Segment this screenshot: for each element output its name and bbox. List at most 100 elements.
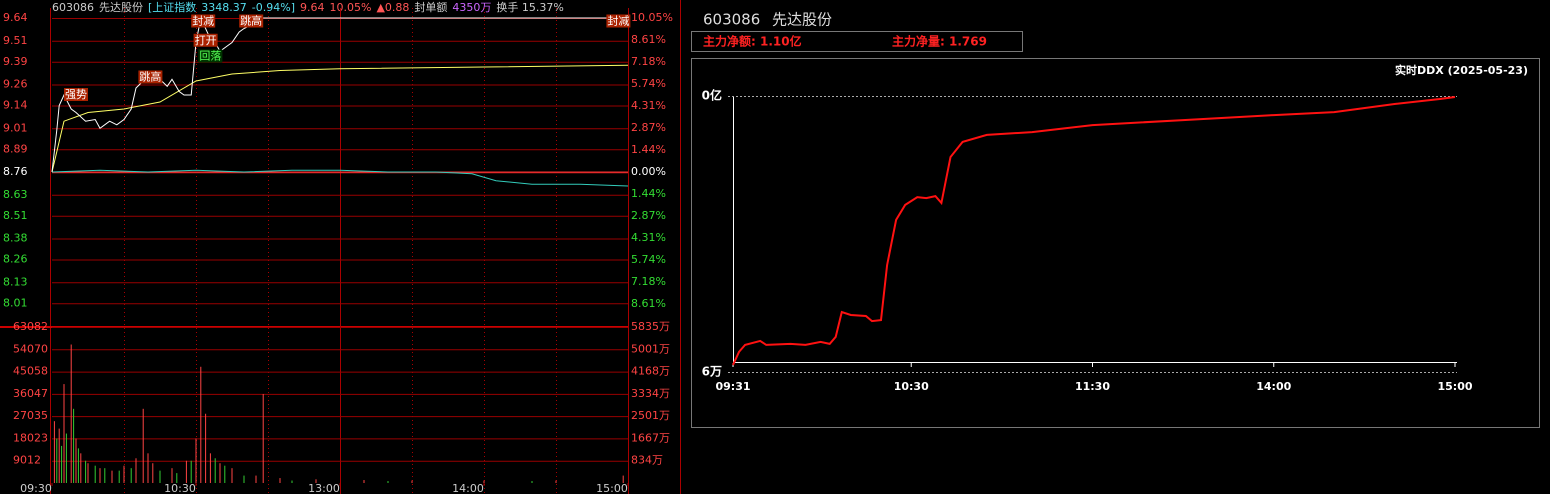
volume-bar (85, 460, 87, 483)
y2-tick-label: 0.00% (631, 165, 666, 178)
volume-bar (231, 468, 233, 483)
header: 603086 先达股份 [上证指数 3348.37 -0.94%] 9.64 10.05% ▲… (52, 0, 564, 14)
volume-bar (80, 453, 82, 483)
volume-bar (63, 384, 65, 483)
ddx-x-tick-label: 11:30 (1075, 380, 1110, 393)
volume-bar (61, 445, 63, 483)
annotation: 封减 (192, 14, 214, 28)
volume-bar (279, 478, 281, 483)
vol-y2-tick-label: 2501万 (631, 409, 670, 422)
vol-y2-tick-label: 5001万 (631, 342, 670, 355)
annotation-box (606, 14, 631, 28)
volume-bar (147, 453, 149, 483)
vol-y2-tick-label: 4168万 (631, 365, 670, 378)
y2-tick-label: 2.87% (631, 209, 666, 222)
volume-bar (104, 468, 106, 483)
stats-box (691, 31, 1023, 52)
stock-code: 603086 (703, 11, 760, 29)
volume-bar (219, 463, 221, 483)
ddx-x-tick-label: 14:00 (1256, 380, 1291, 393)
volume-bar (555, 480, 557, 483)
volume-bar (195, 438, 197, 483)
volume-bar (87, 463, 89, 483)
header-item: -0.94%] (252, 1, 295, 14)
y-tick-label: 8.26 (3, 253, 28, 266)
annotation: 封减 (607, 14, 629, 28)
volume-bar (159, 470, 161, 483)
y-tick-label: 9.26 (3, 78, 28, 91)
annotation-box (138, 70, 163, 84)
annotation-box (191, 14, 216, 28)
volume-bar (214, 458, 216, 483)
header-item: 3348.37 (201, 1, 247, 14)
header-item: 4350万 (452, 1, 491, 14)
volume-bar (190, 460, 192, 483)
volume-bar (243, 475, 245, 483)
vol-tick-label: 45058 (13, 365, 48, 378)
y2-tick-label: 4.31% (631, 99, 666, 112)
x-tick-label: 15:00 (596, 482, 628, 494)
ddx-x-tick-label: 15:00 (1437, 380, 1472, 393)
y-tick-label: 8.89 (3, 142, 28, 155)
header-item: 603086 (52, 1, 94, 14)
ddx-y-tick-label: 6万 (702, 365, 722, 379)
volume-bar (205, 413, 207, 483)
volume-bar (200, 366, 202, 483)
y2-tick-label: 5.74% (631, 253, 666, 266)
volume-bar (531, 481, 533, 483)
volume-bar (94, 465, 96, 483)
annotation-box (64, 88, 88, 101)
annotation: 跳高 (240, 14, 262, 28)
volume-bar (483, 480, 485, 483)
y2-tick-label: 10.05% (631, 11, 673, 24)
stat: 主力净量: 1.769 (892, 34, 987, 49)
volume-bar (315, 479, 317, 483)
volume-bar (262, 393, 264, 483)
volume-bar (411, 480, 413, 483)
y-tick-label: 8.38 (3, 232, 28, 245)
y2-tick-label: 2.87% (631, 121, 666, 134)
volume-bar (255, 475, 257, 483)
vol-y2-tick-label: 5835万 (631, 320, 670, 333)
vol-y2-tick-label: 834万 (631, 454, 663, 467)
y-tick-label: 8.76 (3, 165, 28, 178)
volume-bar (73, 408, 75, 483)
volume-bar (135, 458, 137, 483)
volume-bar (118, 470, 120, 483)
y2-tick-label: 1.44% (631, 187, 666, 200)
annotation-box (239, 14, 264, 28)
price-line (51, 64, 629, 173)
volume-bar (99, 468, 101, 483)
y-tick-label: 9.14 (3, 99, 28, 112)
header-item: ▲0.88 (376, 1, 409, 14)
y2-tick-label: 4.31% (631, 231, 666, 244)
ddx-title: 实时DDX (2025-05-23) (1395, 63, 1528, 77)
volume-bar (142, 408, 144, 483)
y2-tick-label: 1.44% (631, 143, 666, 156)
y2-tick-label: 5.74% (631, 77, 666, 90)
volume-bar (56, 438, 58, 483)
annotation: 强势 (65, 88, 87, 101)
y-tick-label: 8.51 (3, 209, 28, 222)
ddx-frame (691, 58, 1540, 428)
price-line (732, 96, 1456, 366)
volume-bar (53, 421, 55, 483)
y2-tick-label: 8.61% (631, 297, 666, 310)
y2-tick-label: 7.18% (631, 275, 666, 288)
volume-bar (224, 465, 226, 483)
header-item: 先达股份 (99, 1, 143, 14)
annotation: 回落 (199, 50, 221, 63)
vol-y2-tick-label: 3334万 (631, 387, 670, 400)
header-item: 换手 15.37% (496, 0, 563, 14)
ddx-y-tick-label: 0亿 (702, 88, 722, 103)
volume-bar (75, 438, 77, 483)
annotation: 跳高 (139, 70, 161, 84)
header-item: 9.64 (300, 1, 325, 14)
x-tick-label: 14:00 (452, 482, 484, 494)
volume-bar (171, 468, 173, 483)
header-item: 封单额 (414, 0, 447, 14)
ddx-x-tick-label: 10:30 (894, 380, 929, 393)
volume-bar (185, 460, 187, 483)
